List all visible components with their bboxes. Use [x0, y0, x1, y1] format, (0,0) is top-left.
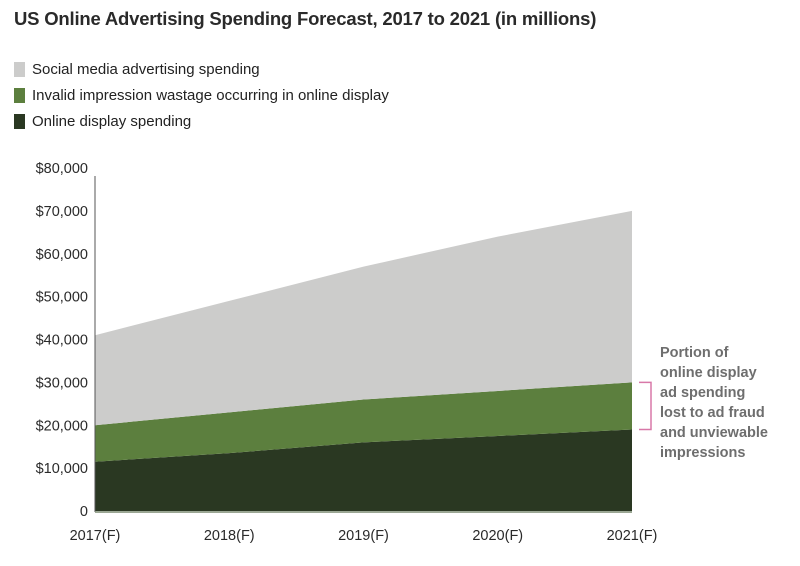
y-tick-label: $30,000 — [36, 375, 88, 391]
annotation-line: Portion of — [660, 345, 729, 361]
legend-swatch-invalid — [14, 87, 25, 103]
legend-label-social: Social media advertising spending — [32, 60, 260, 78]
x-tick-label: 2019(F) — [338, 528, 389, 544]
y-tick-label: $70,000 — [36, 204, 88, 220]
x-tick-label: 2018(F) — [204, 528, 255, 544]
y-tick-label: $80,000 — [36, 161, 88, 177]
area-online-display — [95, 429, 632, 511]
area-social-media — [95, 210, 632, 426]
annotation-line: impressions — [660, 445, 746, 461]
area-invalid-wastage — [95, 382, 632, 462]
y-tick-label: $20,000 — [36, 418, 88, 434]
y-tick-label: $50,000 — [36, 290, 88, 306]
x-tick-label: 2021(F) — [607, 528, 658, 544]
legend-item-display: Online display spending — [14, 108, 389, 134]
legend-label-display: Online display spending — [32, 112, 192, 130]
legend-item-invalid: Invalid impression wastage occurring in … — [14, 82, 389, 108]
legend-swatch-social — [14, 61, 25, 77]
y-tick-label: $40,000 — [36, 333, 88, 349]
annotation-line: and unviewable — [660, 425, 768, 441]
legend-label-invalid: Invalid impression wastage occurring in … — [32, 86, 389, 104]
annotation-text: Portion of online display ad spending lost … — [660, 343, 800, 463]
y-tick-label: 0 — [80, 504, 88, 520]
x-tick-label: 2017(F) — [70, 528, 121, 544]
x-tick-label: 2020(F) — [472, 528, 523, 544]
y-tick-label: $60,000 — [36, 247, 88, 263]
chart-title: US Online Advertising Spending Forecast,… — [14, 8, 597, 29]
legend-item-social: Social media advertising spending — [14, 56, 389, 82]
legend-swatch-display — [14, 113, 25, 129]
annotation-line: online display — [660, 365, 757, 381]
legend: Social media advertising spending Invali… — [14, 56, 389, 134]
y-tick-label: $10,000 — [36, 461, 88, 477]
annotation-line: lost to ad fraud — [660, 405, 765, 421]
annotation-line: ad spending — [660, 385, 746, 401]
annotation-bracket — [639, 381, 652, 431]
